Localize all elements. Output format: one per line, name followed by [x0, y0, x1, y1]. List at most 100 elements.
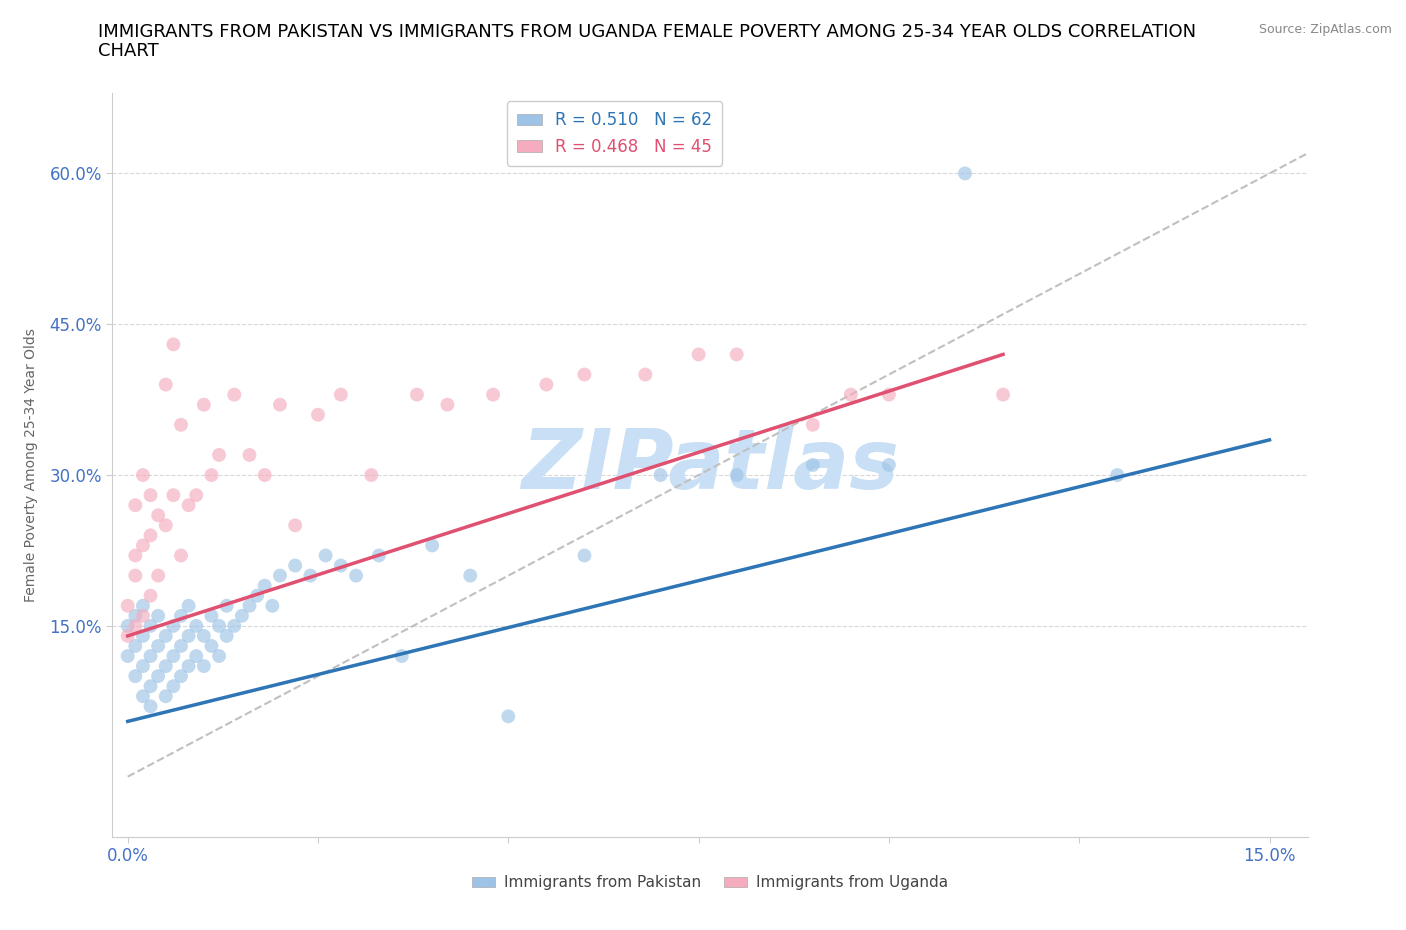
Point	[177, 498, 200, 512]
Point	[139, 679, 162, 694]
Point	[284, 558, 307, 573]
Point	[170, 669, 193, 684]
Point	[224, 387, 246, 402]
Point	[269, 397, 291, 412]
Point	[307, 407, 329, 422]
Point	[170, 608, 193, 623]
Point	[315, 548, 337, 563]
Point	[344, 568, 367, 583]
Point	[155, 658, 177, 673]
Point	[117, 598, 139, 613]
Point	[650, 468, 672, 483]
Point	[253, 468, 276, 483]
Point	[200, 468, 222, 483]
Point	[139, 528, 162, 543]
Point	[124, 568, 146, 583]
Point	[124, 498, 146, 512]
Point	[162, 679, 184, 694]
Point	[536, 378, 558, 392]
Point	[162, 618, 184, 633]
Point	[162, 648, 184, 663]
Point	[139, 648, 162, 663]
Point	[146, 508, 169, 523]
Point	[139, 618, 162, 633]
Point	[117, 618, 139, 633]
Point	[200, 608, 222, 623]
Point	[193, 658, 215, 673]
Legend: Immigrants from Pakistan, Immigrants from Uganda: Immigrants from Pakistan, Immigrants fro…	[465, 870, 955, 897]
Point	[1107, 468, 1129, 483]
Point	[458, 568, 481, 583]
Point	[117, 648, 139, 663]
Point	[391, 648, 413, 663]
Point	[124, 608, 146, 623]
Point	[186, 648, 208, 663]
Point	[186, 618, 208, 633]
Point	[725, 468, 748, 483]
Point	[253, 578, 276, 593]
Point	[170, 548, 193, 563]
Point	[574, 367, 596, 382]
Point	[725, 347, 748, 362]
Point	[186, 487, 208, 502]
Point	[634, 367, 657, 382]
Point	[215, 598, 238, 613]
Text: CHART: CHART	[98, 42, 159, 60]
Point	[177, 658, 200, 673]
Point	[193, 397, 215, 412]
Point	[208, 648, 231, 663]
Point	[170, 418, 193, 432]
Point	[139, 487, 162, 502]
Text: Source: ZipAtlas.com: Source: ZipAtlas.com	[1258, 23, 1392, 36]
Point	[246, 589, 269, 604]
Point	[155, 378, 177, 392]
Point	[269, 568, 291, 583]
Point	[139, 698, 162, 713]
Point	[877, 458, 900, 472]
Point	[177, 629, 200, 644]
Point	[124, 669, 146, 684]
Point	[117, 629, 139, 644]
Point	[329, 558, 352, 573]
Point	[953, 166, 976, 180]
Point	[200, 639, 222, 654]
Point	[208, 447, 231, 462]
Point	[132, 658, 155, 673]
Point	[284, 518, 307, 533]
Point	[146, 568, 169, 583]
Point	[146, 608, 169, 623]
Point	[155, 518, 177, 533]
Point	[170, 639, 193, 654]
Point	[208, 618, 231, 633]
Point	[238, 447, 260, 462]
Point	[155, 689, 177, 704]
Point	[406, 387, 429, 402]
Point	[132, 629, 155, 644]
Point	[146, 639, 169, 654]
Point	[162, 487, 184, 502]
Text: IMMIGRANTS FROM PAKISTAN VS IMMIGRANTS FROM UGANDA FEMALE POVERTY AMONG 25-34 YE: IMMIGRANTS FROM PAKISTAN VS IMMIGRANTS F…	[98, 23, 1197, 41]
Point	[124, 618, 146, 633]
Point	[193, 629, 215, 644]
Point	[132, 538, 155, 552]
Point	[574, 548, 596, 563]
Point	[146, 669, 169, 684]
Point	[329, 387, 352, 402]
Point	[367, 548, 389, 563]
Point	[801, 458, 824, 472]
Point	[991, 387, 1014, 402]
Point	[132, 689, 155, 704]
Point	[839, 387, 862, 402]
Point	[801, 418, 824, 432]
Point	[124, 639, 146, 654]
Point	[262, 598, 284, 613]
Point	[231, 608, 253, 623]
Point	[360, 468, 382, 483]
Point	[238, 598, 260, 613]
Point	[177, 598, 200, 613]
Point	[877, 387, 900, 402]
Point	[124, 548, 146, 563]
Point	[688, 347, 710, 362]
Point	[139, 589, 162, 604]
Point	[498, 709, 520, 724]
